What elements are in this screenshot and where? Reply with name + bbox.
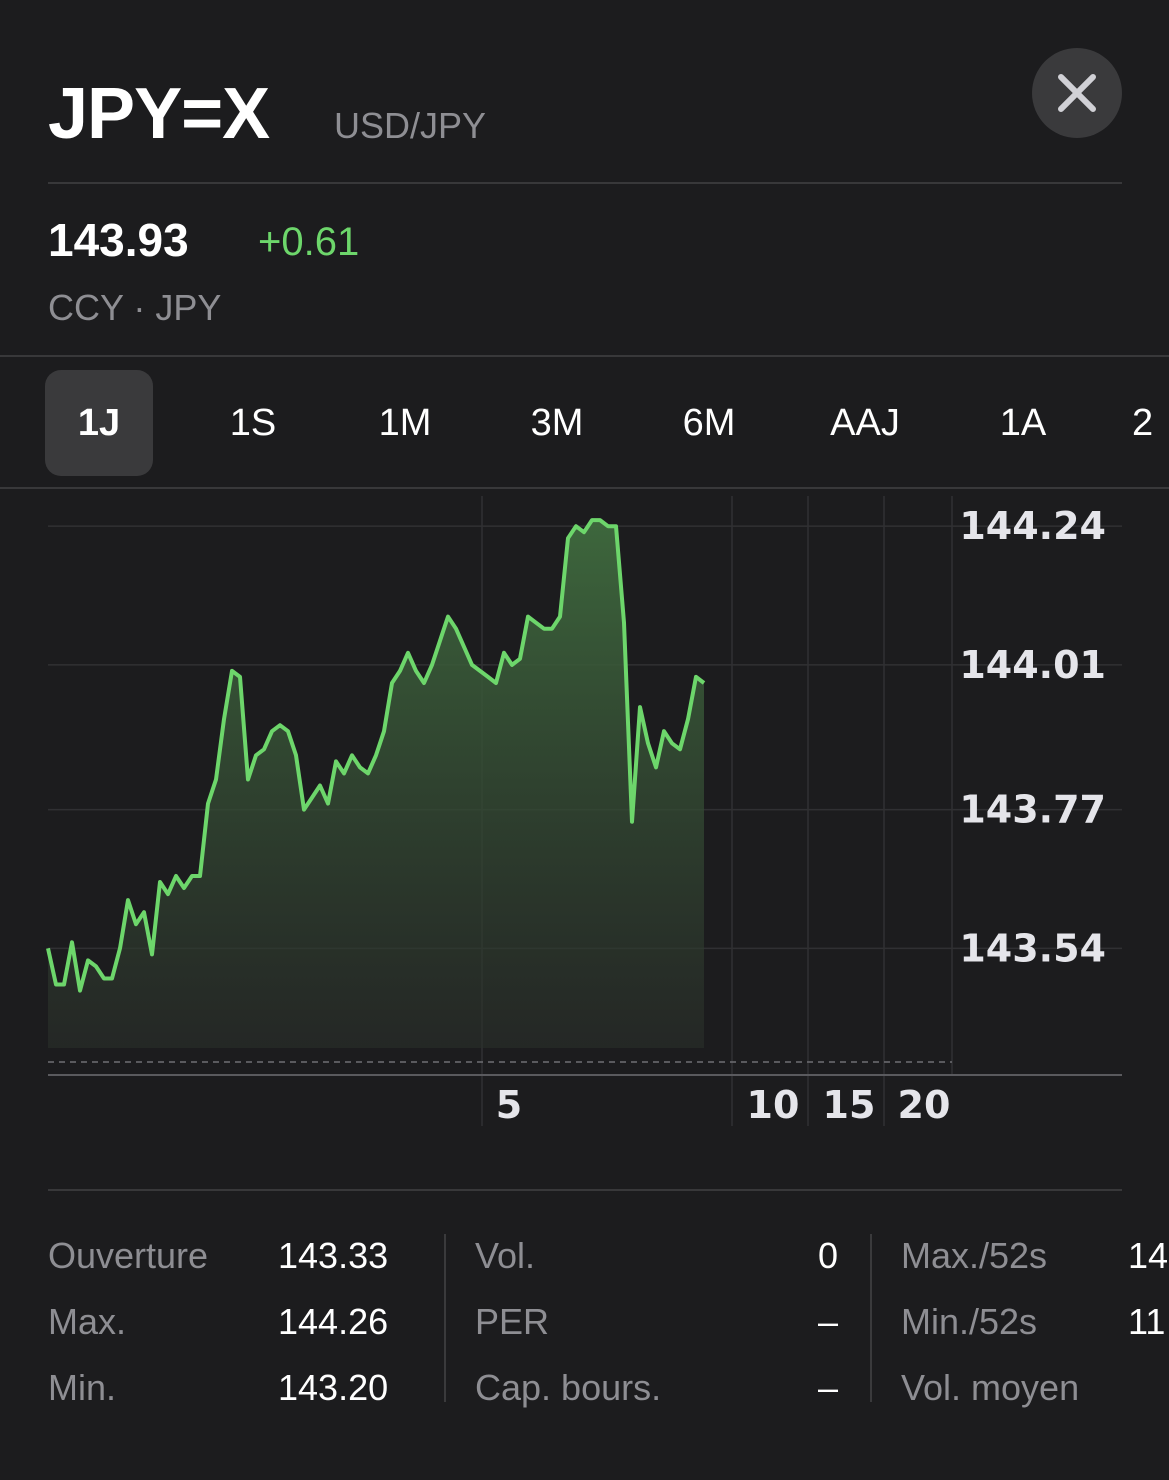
stat-low-value: 143.20 [278,1367,389,1408]
header-divider [48,182,1122,184]
tab-2[interactable]: 2 [1132,402,1154,444]
tab-1s[interactable]: 1S [229,402,277,444]
tab-6m[interactable]: 6M [682,402,736,444]
stat-per-value: – [817,1301,838,1342]
stat-low-label: Min. [48,1367,117,1408]
stats-divider [48,1189,1122,1191]
ticker-symbol: JPY=X [48,74,270,154]
x-tick-label: 10 [747,1083,800,1127]
stat-volume-label: Vol. [475,1235,536,1276]
stats-column-divider [444,1234,446,1402]
x-tick-label: 15 [823,1083,876,1127]
x-tick-labels: 5 10 15 20 [496,1083,951,1127]
stat-open-label: Ouverture [48,1235,209,1276]
stat-volume-value: 0 [817,1235,838,1276]
price-line [46,518,706,993]
stat-52w-high-value: 14 [1128,1235,1169,1276]
stat-per-label: PER [475,1301,550,1342]
tabs-divider [0,487,1169,489]
y-tick-label: 144.01 [959,643,1106,687]
price-change: +0.61 [258,220,360,264]
quote-divider [0,355,1169,357]
price-chart[interactable]: 144.24 144.01 143.77 143.54 5 10 15 20 [0,490,1169,1140]
tab-1j[interactable]: 1J [45,370,153,476]
close-button[interactable] [1032,48,1122,138]
stats-panel: Ouverture 143.33 Max. 144.26 Min. 143.20… [0,1226,1169,1416]
stat-avg-volume-label: Vol. moyen [901,1367,1080,1408]
tab-3m[interactable]: 3M [530,402,584,444]
x-tick-label: 20 [898,1083,951,1127]
y-tick-label: 144.24 [959,504,1106,548]
stat-52w-high-label: Max./52s [901,1235,1048,1276]
current-price: 143.93 [48,214,189,266]
stat-52w-low-value: 11 [1128,1301,1166,1342]
exchange-info: CCY · JPY [48,287,222,328]
price-area [48,520,704,1048]
stat-high-value: 144.26 [278,1301,389,1342]
y-tick-labels: 144.24 144.01 143.77 143.54 [959,504,1106,970]
tab-1a[interactable]: 1A [999,402,1047,444]
x-tick-label: 5 [496,1083,522,1127]
stat-marketcap-label: Cap. bours. [475,1367,662,1408]
tab-1m[interactable]: 1M [378,402,432,444]
range-tabs: 1J 1S 1M 3M 6M AAJ 1A 2 [0,358,1169,488]
stat-open-value: 143.33 [278,1235,389,1276]
currency-pair: USD/JPY [334,105,487,146]
stat-high-label: Max. [48,1301,127,1342]
y-tick-label: 143.54 [959,926,1106,970]
stat-52w-low-label: Min./52s [901,1301,1038,1342]
stat-marketcap-value: – [817,1367,838,1408]
tab-aaj[interactable]: AAJ [830,402,900,444]
close-icon [1058,74,1096,112]
stats-column-divider [870,1234,872,1402]
y-tick-label: 143.77 [959,788,1106,832]
